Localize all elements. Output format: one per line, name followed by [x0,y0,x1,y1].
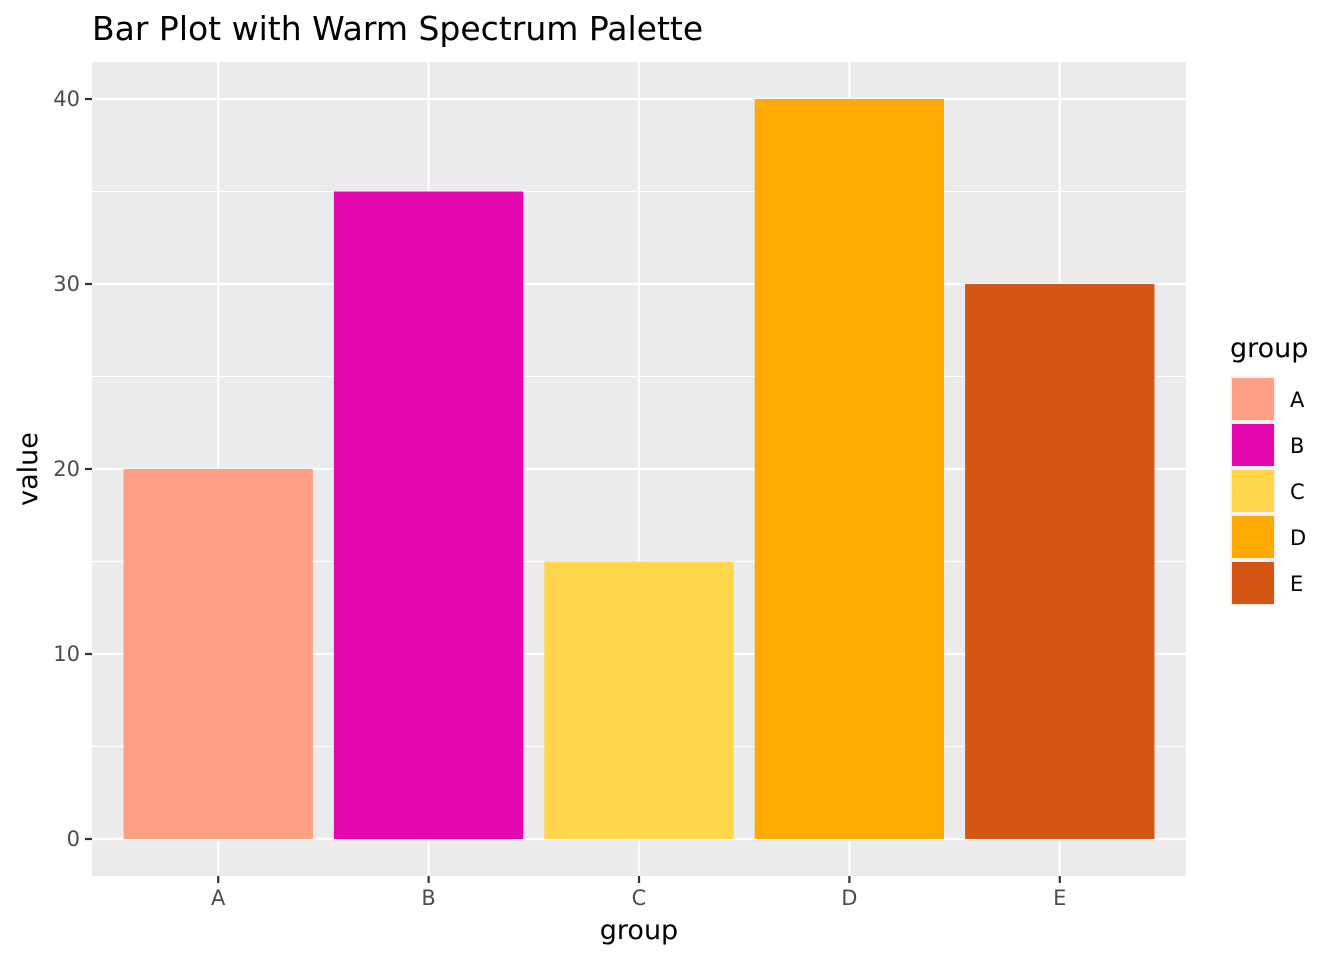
y-tick-label: 30 [53,272,80,296]
legend-label: E [1290,572,1303,596]
legend-label: A [1290,388,1305,412]
legend-swatch-B [1232,424,1274,466]
bar-A [123,469,313,839]
y-tick-label: 40 [53,87,80,111]
x-tick-label: E [1053,886,1066,910]
bar-B [333,191,524,839]
bar-C [544,561,734,839]
legend-swatch-A [1232,378,1274,420]
y-tick-label: 10 [53,642,80,666]
legend-title: group [1230,333,1308,364]
x-axis: A B C D E [211,876,1066,910]
legend-label: B [1290,434,1304,458]
legend-swatch-D [1232,516,1274,558]
legend-label: D [1290,526,1306,550]
y-tick-label: 20 [53,457,80,481]
x-axis-title: group [600,915,678,946]
legend-swatch-C [1232,470,1274,512]
x-tick-label: A [211,886,226,910]
y-axis-title: value [13,432,44,506]
bar-E [965,284,1155,839]
legend-swatch-E [1232,562,1274,604]
y-tick-label: 0 [67,827,80,851]
y-axis: 0 10 20 30 40 [53,87,92,851]
bar-D [754,99,945,839]
legend-label: C [1290,480,1305,504]
x-tick-label: C [632,886,647,910]
x-tick-label: D [841,886,857,910]
x-tick-label: B [421,886,435,910]
bars [123,99,1155,839]
chart-title: Bar Plot with Warm Spectrum Palette [92,9,703,48]
